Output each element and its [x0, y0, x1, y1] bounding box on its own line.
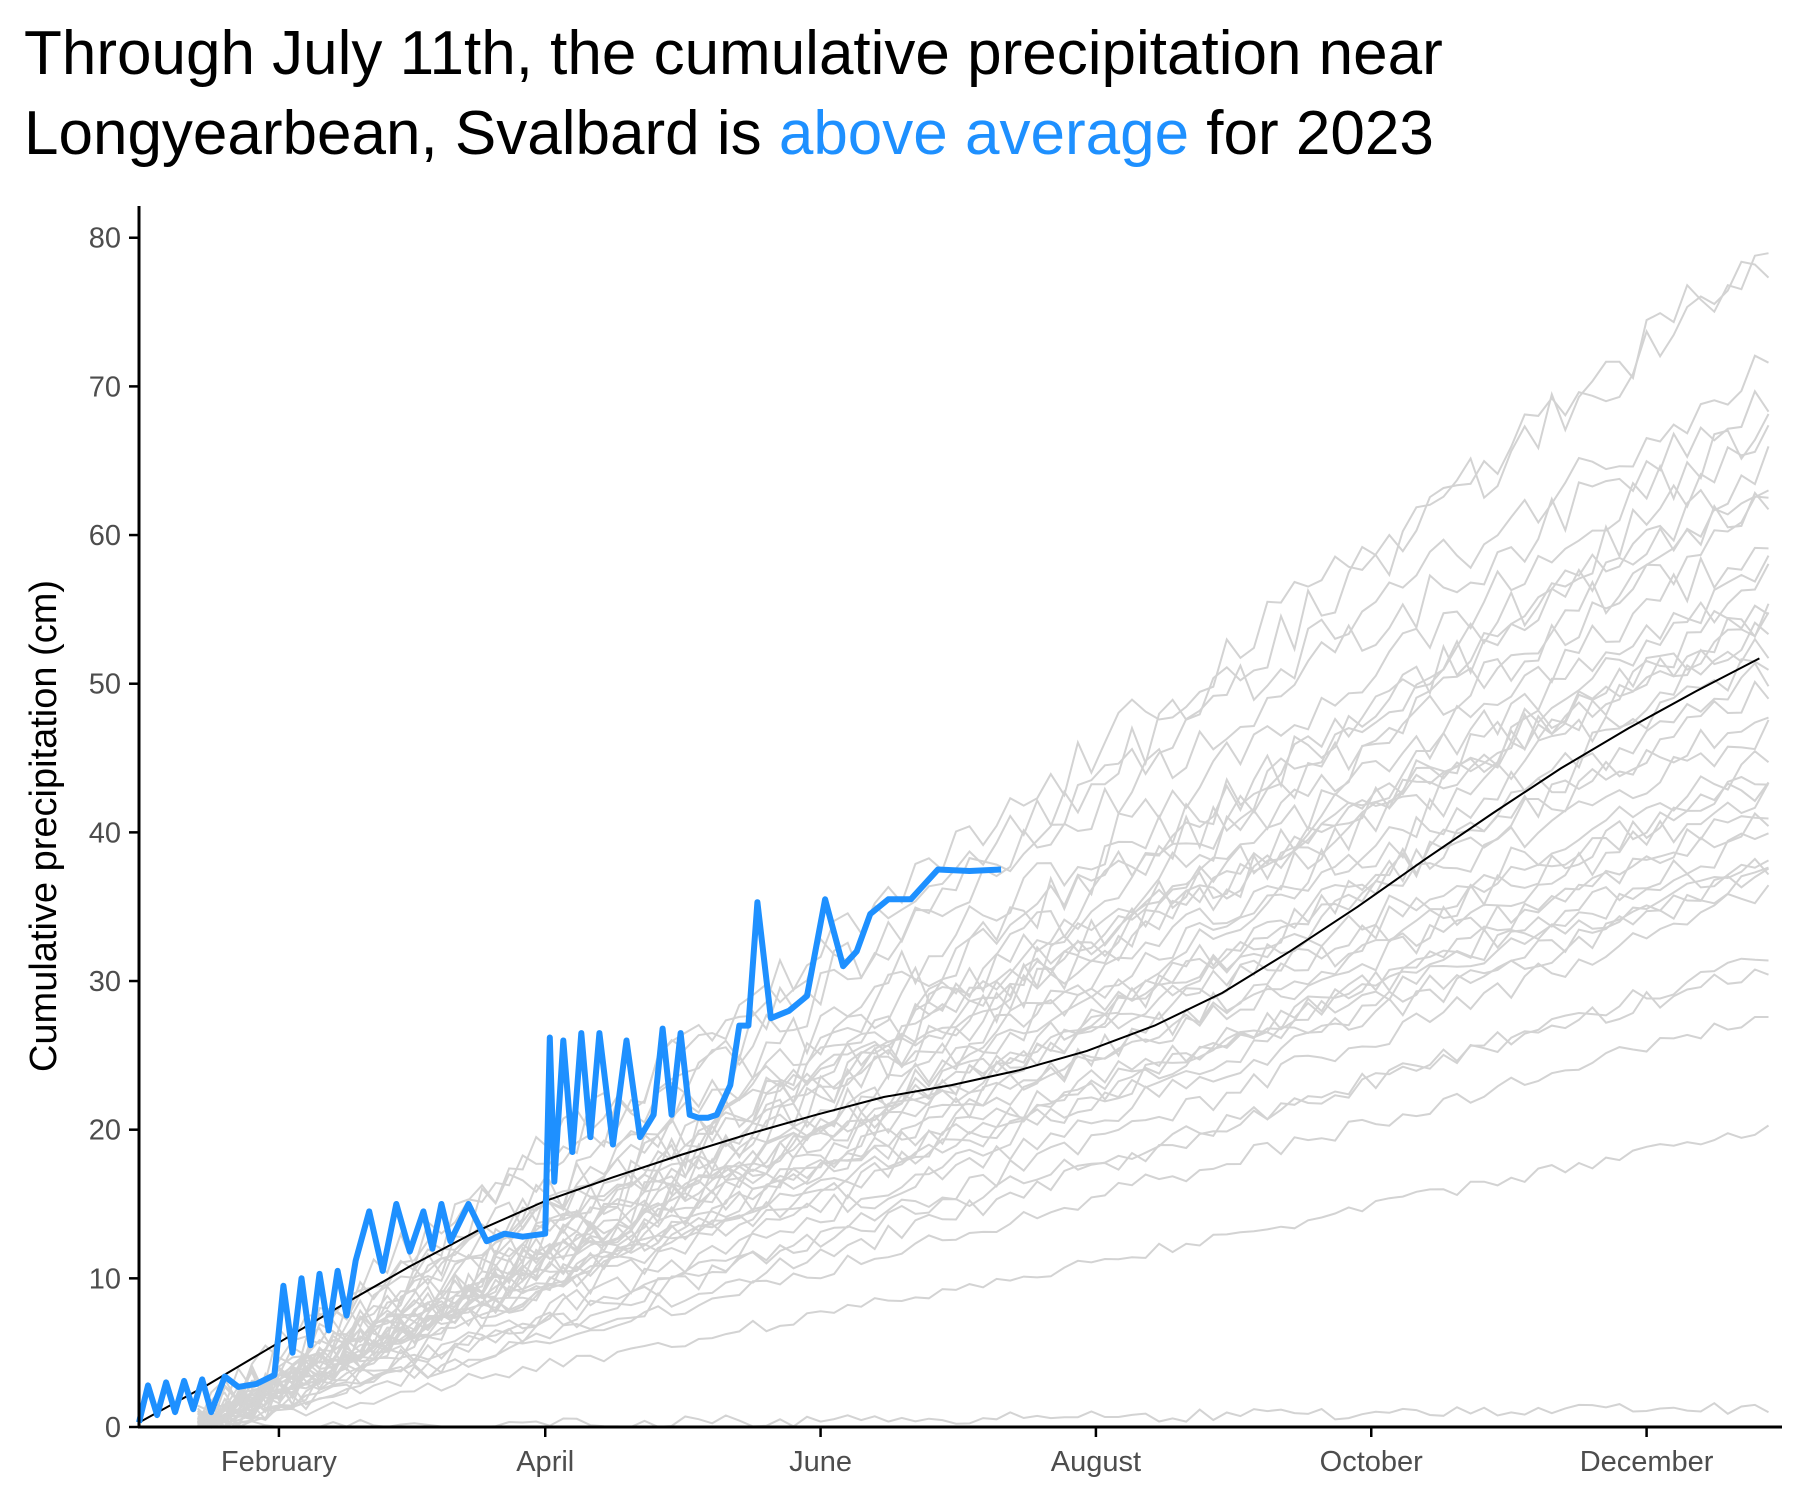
x-tick-label: October	[1320, 1446, 1423, 1478]
history-year-line	[197, 252, 1769, 1429]
x-tick-label: December	[1580, 1446, 1714, 1478]
highlight-and-average-lines	[136, 657, 1760, 1424]
y-tick-label: 40	[89, 817, 121, 849]
y-tick-label: 60	[89, 520, 121, 552]
history-year-line	[197, 832, 1769, 1428]
y-tick-label: 0	[105, 1412, 121, 1444]
x-tick-label: February	[221, 1446, 338, 1478]
history-year-line	[197, 1124, 1770, 1428]
history-year-line	[197, 446, 1770, 1423]
history-year-line	[196, 781, 1770, 1424]
history-year-line	[197, 867, 1770, 1428]
axes: 0 10 20 30 40 50 60 70 80 February April June August…	[89, 206, 1782, 1478]
chart-title: Through July 11th, the cumulative precip…	[24, 14, 1784, 174]
history-year-line	[197, 661, 1770, 1428]
x-tick-label: June	[789, 1446, 852, 1478]
history-year-line	[197, 424, 1770, 1429]
history-year-line	[197, 546, 1769, 1429]
historical-year-lines	[196, 252, 1770, 1429]
history-year-line	[197, 354, 1769, 1429]
y-tick-label: 10	[89, 1263, 121, 1295]
average-line	[138, 657, 1760, 1424]
history-year-line	[197, 658, 1770, 1428]
y-tick-label: 50	[89, 669, 121, 701]
x-tick-label: August	[1051, 1446, 1141, 1478]
history-year-line	[196, 389, 1770, 1428]
series-2023-line	[136, 866, 1002, 1424]
y-tick-label: 70	[89, 371, 121, 403]
history-year-line	[197, 884, 1770, 1425]
y-tick-label: 20	[89, 1115, 121, 1147]
history-year-line	[197, 957, 1769, 1428]
history-year-line	[197, 1016, 1769, 1427]
y-tick-label: 30	[89, 966, 121, 998]
chart-title-line-1: Through July 11th, the cumulative precip…	[24, 19, 1443, 88]
history-year-line	[197, 1401, 1769, 1429]
x-tick-label: April	[516, 1446, 574, 1478]
history-year-line	[197, 490, 1770, 1426]
history-year-line	[197, 489, 1769, 1429]
chart-title-highlight: above average	[778, 99, 1190, 168]
history-year-line	[197, 815, 1769, 1427]
history-year-line	[196, 611, 1770, 1421]
history-year-line	[196, 260, 1770, 1429]
history-year-line	[197, 555, 1770, 1428]
y-tick-label: 80	[89, 223, 121, 255]
chart-title-line-2-start: Longyearbean, Svalbard is	[24, 99, 779, 168]
history-year-line	[197, 859, 1769, 1428]
history-year-line	[196, 413, 1770, 1421]
chart-title-line-2-end: for 2023	[1206, 99, 1434, 168]
history-year-line	[197, 857, 1770, 1428]
history-year-line	[196, 811, 1770, 1423]
y-axis-title: Cumulative precipitation (cm)	[23, 580, 65, 1072]
